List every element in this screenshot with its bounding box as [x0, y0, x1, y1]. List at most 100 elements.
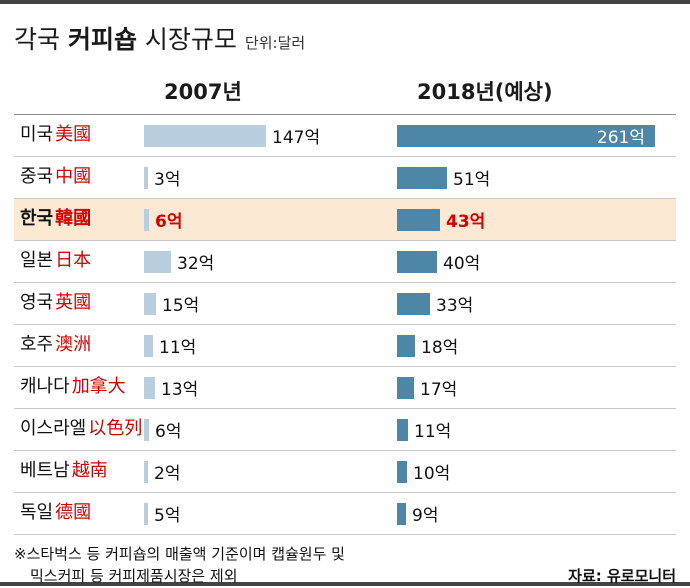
section-2018: 43억 [397, 207, 676, 232]
country-label: 이스라엘 以色列 [14, 419, 144, 439]
section-2018: 11억 [397, 417, 676, 442]
bar-2007 [144, 334, 153, 357]
value-2007: 15억 [162, 296, 200, 316]
country-hanja: 越南 [71, 460, 108, 482]
section-2007: 3억 [144, 165, 397, 190]
value-2007: 13억 [161, 380, 199, 400]
bar-2018 [397, 460, 407, 483]
country-name: 중국 [20, 166, 54, 188]
table-row: 일본 日本 32억 40억 [14, 241, 676, 283]
country-label: 베트남 越南 [14, 461, 144, 481]
bar-2018 [397, 418, 408, 441]
section-2018: 18억 [397, 333, 676, 358]
country-hanja: 加拿大 [71, 376, 126, 398]
country-name: 캐나다 [20, 376, 70, 398]
value-2007: 5억 [154, 506, 181, 526]
chart-rows: 미국 美國 147억 261억 중국 中國 3억 51억 한국 韓國 6억 [14, 115, 676, 535]
section-2007: 6억 [144, 207, 397, 232]
section-2018: 261억 [397, 124, 676, 148]
value-2007: 2억 [154, 464, 181, 484]
value-2007: 32억 [177, 254, 215, 274]
bar-2007 [144, 292, 156, 315]
section-2007: 13억 [144, 375, 397, 400]
value-2018: 43억 [446, 212, 486, 232]
footnote: ※스타벅스 등 커피숍의 매출액 기준이며 캡슐원두 및 믹스커피 등 커피제품… [14, 544, 345, 588]
bar-2007 [144, 418, 149, 441]
bar-2018 [397, 208, 440, 231]
column-header-2018: 2018년(예상) [417, 80, 553, 104]
country-name: 일본 [20, 250, 54, 272]
country-name: 호주 [20, 334, 54, 356]
country-name: 독일 [20, 502, 54, 524]
country-hanja: 德國 [55, 502, 92, 524]
table-row: 베트남 越南 2억 10억 [14, 451, 676, 493]
value-2007: 147억 [272, 128, 321, 148]
value-2018: 17억 [420, 380, 458, 400]
country-name: 미국 [20, 124, 54, 146]
bar-2007 [144, 502, 148, 525]
country-hanja: 中國 [55, 166, 92, 188]
section-2018: 17억 [397, 375, 676, 400]
section-2018: 51억 [397, 165, 676, 190]
value-2018: 40억 [443, 254, 481, 274]
value-2018: 9억 [412, 506, 439, 526]
bar-2018 [397, 292, 430, 315]
bar-2007 [144, 166, 148, 189]
value-2018: 261억 [596, 128, 645, 148]
table-row: 이스라엘 以色列 6억 11억 [14, 409, 676, 451]
value-2018: 11억 [414, 422, 452, 442]
title-bold: 커피숍 [67, 25, 137, 54]
country-label: 영국 英國 [14, 293, 144, 313]
country-name: 베트남 [20, 460, 70, 482]
bar-2007 [144, 208, 149, 231]
country-label: 캐나다 加拿大 [14, 377, 144, 397]
country-hanja: 以色列 [88, 418, 143, 440]
bar-2007 [144, 460, 148, 483]
bar-2018 [397, 250, 437, 273]
bar-2007 [144, 124, 266, 147]
bar-2007 [144, 376, 155, 399]
country-hanja: 美國 [55, 124, 92, 146]
section-2007: 11억 [144, 333, 397, 358]
country-hanja: 日本 [55, 250, 92, 272]
country-label: 독일 德國 [14, 503, 144, 523]
country-label: 미국 美國 [14, 125, 144, 145]
section-2018: 40억 [397, 249, 676, 274]
value-2018: 51억 [453, 170, 491, 190]
section-2007: 32억 [144, 249, 397, 274]
bar-2018: 261억 [397, 124, 655, 148]
value-2007: 6억 [155, 212, 183, 232]
country-hanja: 韓國 [55, 208, 92, 230]
column-headers: 2007년 2018년(예상) [14, 62, 676, 115]
bar-2018 [397, 502, 406, 525]
country-label: 일본 日本 [14, 251, 144, 271]
table-row: 중국 中國 3억 51억 [14, 157, 676, 199]
bar-2007 [144, 250, 171, 273]
value-2018: 33억 [436, 296, 474, 316]
bar-2018 [397, 334, 415, 357]
source-label: 자료: 유로모니터 [568, 566, 676, 585]
country-name: 영국 [20, 292, 54, 314]
country-label: 한국 韓國 [14, 209, 144, 229]
section-2018: 33억 [397, 291, 676, 316]
section-2007: 5억 [144, 501, 397, 526]
footnote-line2: 믹스커피 등 커피제품시장은 제외 [30, 566, 238, 585]
title-suffix: 시장규모 [136, 25, 237, 54]
section-2007: 2억 [144, 459, 397, 484]
page-title: 각국 커피숍 시장규모 단위:달러 [14, 20, 676, 56]
table-row: 영국 英國 15억 33억 [14, 283, 676, 325]
title-row: 각국 커피숍 시장규모 단위:달러 [14, 4, 676, 62]
footnote-line1: ※스타벅스 등 커피숍의 매출액 기준이며 캡슐원두 및 [14, 545, 345, 563]
table-row: 독일 德國 5억 9억 [14, 493, 676, 535]
value-2007: 11억 [159, 338, 197, 358]
table-row: 미국 美國 147억 261억 [14, 115, 676, 157]
value-2007: 6억 [155, 422, 182, 442]
value-2018: 18억 [421, 338, 459, 358]
country-name: 이스라엘 [20, 418, 87, 440]
country-label: 중국 中國 [14, 167, 144, 187]
table-row: 한국 韓國 6억 43억 [14, 199, 676, 241]
country-label: 호주 澳洲 [14, 335, 144, 355]
footer: ※스타벅스 등 커피숍의 매출액 기준이며 캡슐원두 및 믹스커피 등 커피제품… [14, 535, 676, 588]
country-hanja: 澳洲 [55, 334, 92, 356]
value-2007: 3억 [154, 170, 181, 190]
